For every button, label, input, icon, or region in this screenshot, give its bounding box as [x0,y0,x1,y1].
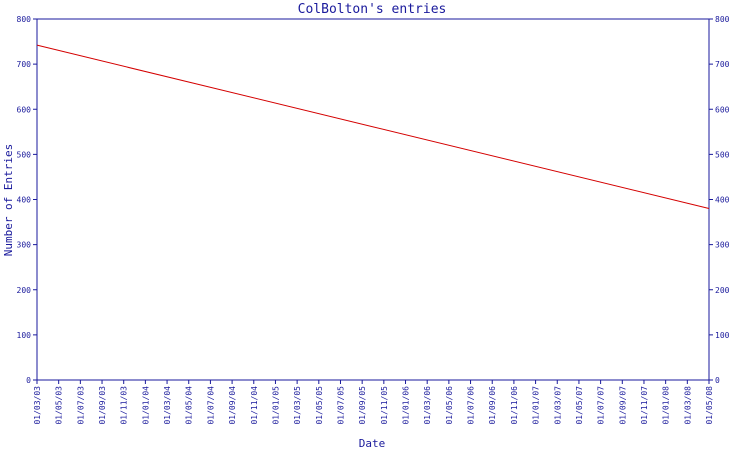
x-tick-label: 01/11/07 [640,386,649,425]
y-axis-left: 0 100 200 300 400 500 600 700 800 [17,15,37,385]
x-tick-label: 01/09/03 [98,386,107,425]
x-tick-label: 01/05/03 [55,386,64,425]
y-tick-label-left: 600 [17,105,32,114]
x-tick-label: 01/01/06 [402,386,411,425]
x-tick-label: 01/05/04 [185,386,194,425]
x-tick-label: 01/03/08 [683,386,692,425]
x-tick-label: 01/09/07 [618,386,627,425]
x-tick-label: 01/11/03 [120,386,129,425]
x-tick-label: 01/11/05 [380,386,389,425]
x-tick-label: 01/05/05 [315,386,324,425]
x-tick-label: 01/03/03 [33,386,42,425]
x-tick-label: 01/01/08 [662,386,671,425]
y-tick-label-right: 600 [715,105,730,114]
y-tick-label-right: 500 [715,150,730,159]
y-tick-label-right: 800 [715,15,730,24]
x-tick-label: 01/01/05 [271,386,280,425]
x-tick-label: 01/07/05 [336,386,345,425]
x-axis-label: Date [359,437,386,450]
x-tick-label: 01/05/08 [705,386,714,425]
x-tick-label: 01/01/04 [141,386,150,425]
x-tick-label: 01/01/07 [532,386,541,425]
x-tick-label: 01/03/06 [423,386,432,425]
x-tick-label: 01/07/06 [467,386,476,425]
y-tick-label-left: 700 [17,60,32,69]
y-tick-label-right: 700 [715,60,730,69]
x-tick-label: 01/09/05 [358,386,367,425]
y-tick-label-left: 800 [17,15,32,24]
y-axis-label: Number of Entries [2,144,15,257]
y-tick-label-left: 500 [17,150,32,159]
series-group [36,44,710,210]
y-tick-label-left: 300 [17,241,32,250]
y-tick-label-right: 400 [715,196,730,205]
x-tick-label: 01/07/03 [76,386,85,425]
series-line [36,44,710,210]
x-tick-label: 01/07/07 [597,386,606,425]
x-tick-label: 01/09/06 [488,386,497,425]
y-tick-label-left: 400 [17,196,32,205]
x-tick-label: 01/11/06 [510,386,519,425]
y-axis-right: 0 100 200 300 400 500 600 700 800 [709,15,730,385]
y-tick-label-left: 200 [17,286,32,295]
x-tick-label: 01/03/05 [293,386,302,425]
x-tick-label: 01/11/04 [250,386,259,425]
y-tick-label-left: 0 [26,376,31,385]
x-tick-label: 01/05/06 [445,386,454,425]
y-tick-label-right: 0 [715,376,720,385]
x-tick-label: 01/09/04 [228,386,237,425]
y-tick-label-right: 100 [715,331,730,340]
y-tick-label-right: 300 [715,241,730,250]
x-tick-label: 01/03/04 [163,386,172,425]
y-tick-label-left: 100 [17,331,32,340]
y-tick-label-right: 200 [715,286,730,295]
chart-title: ColBolton's entries [298,2,447,17]
x-tick-label: 01/03/07 [553,386,562,425]
x-tick-label: 01/07/04 [206,386,215,425]
x-tick-label: 01/05/07 [575,386,584,425]
plot-frame [36,18,710,381]
x-axis: 01/03/03 01/05/03 01/07/03 01/09/03 01/11/03… [33,380,714,425]
